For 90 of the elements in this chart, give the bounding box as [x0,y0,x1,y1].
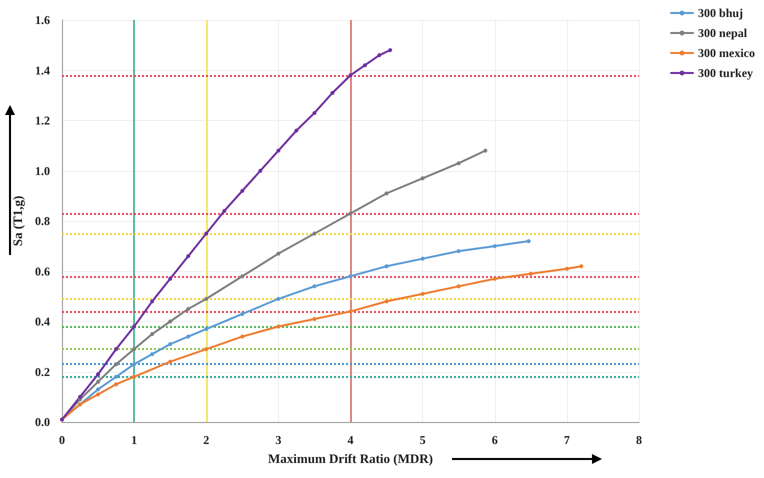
point [492,276,497,281]
point [312,232,316,236]
point [384,264,389,268]
point [96,387,100,392]
point [150,299,154,304]
point [294,128,298,133]
y-tick-label: 1.6 [35,13,50,27]
x-tick-label: 4 [348,433,354,447]
point [132,324,136,329]
point [168,360,172,364]
y-tick-label: 1.2 [35,114,50,128]
y-tick-label: 0.0 [35,415,50,429]
point [132,347,136,352]
point [388,48,392,52]
y-tick-label: 0.8 [35,214,50,228]
legend-label: 300 mexico [698,46,755,60]
point [204,347,208,352]
point [150,352,154,356]
point [114,382,118,386]
legend-label: 300 bhuj [698,6,744,20]
point [96,380,100,384]
point [132,362,136,366]
point [150,332,154,336]
point [564,266,569,271]
point [240,312,244,316]
x-tick-label: 3 [275,433,282,447]
y-tick-label: 0.2 [35,364,50,379]
y-tick-label: 0.4 [35,314,50,328]
point [96,392,100,396]
point [186,306,190,311]
point [312,316,316,321]
x-tick-label: 7 [564,433,570,447]
point [456,284,461,288]
point [330,90,334,95]
y-axis-title: Sa (T1,g) [10,196,26,246]
point [312,284,316,288]
point [492,244,497,248]
point [312,110,316,115]
point [420,176,425,180]
point [168,342,172,346]
point [362,63,367,68]
point [377,53,382,58]
point [420,292,425,296]
point [186,334,190,339]
point [528,272,533,276]
point [348,309,352,314]
point [96,372,100,376]
point [348,274,352,278]
point [186,254,190,258]
point [526,239,531,244]
point [276,296,280,301]
point [456,249,461,254]
x-tick-label: 8 [636,433,642,447]
point [204,296,208,301]
x-tick-label: 0 [59,433,65,447]
point [276,324,280,329]
point [168,276,172,281]
x-axis-title: Maximum Drift Ratio (MDR) [268,451,433,466]
x-tick-label: 5 [420,433,426,447]
point [240,274,244,278]
point [204,327,208,332]
point [240,188,244,193]
x-tick-label: 2 [203,433,210,447]
y-tick-label: 0.6 [35,264,50,278]
point [132,374,136,379]
x-tick-label: 6 [492,433,498,447]
point [78,394,82,399]
legend-label: 300 turkey [698,66,754,80]
point [456,161,461,166]
y-tick-label: 1.0 [35,164,50,178]
point [276,148,280,153]
point [168,320,172,324]
y-tick-label: 1.4 [35,63,50,78]
point [384,191,389,196]
legend-label: 300 nepal [698,26,748,40]
point [114,362,118,366]
point [240,334,244,339]
point [114,347,118,352]
point [420,256,425,261]
point [384,299,389,304]
point [276,252,280,256]
point [258,168,262,173]
point [114,374,118,379]
point [222,208,226,213]
point [204,232,208,236]
x-tick-label: 1 [131,433,138,447]
point [348,73,352,78]
point [579,264,584,268]
point [348,211,352,216]
point [483,148,488,153]
